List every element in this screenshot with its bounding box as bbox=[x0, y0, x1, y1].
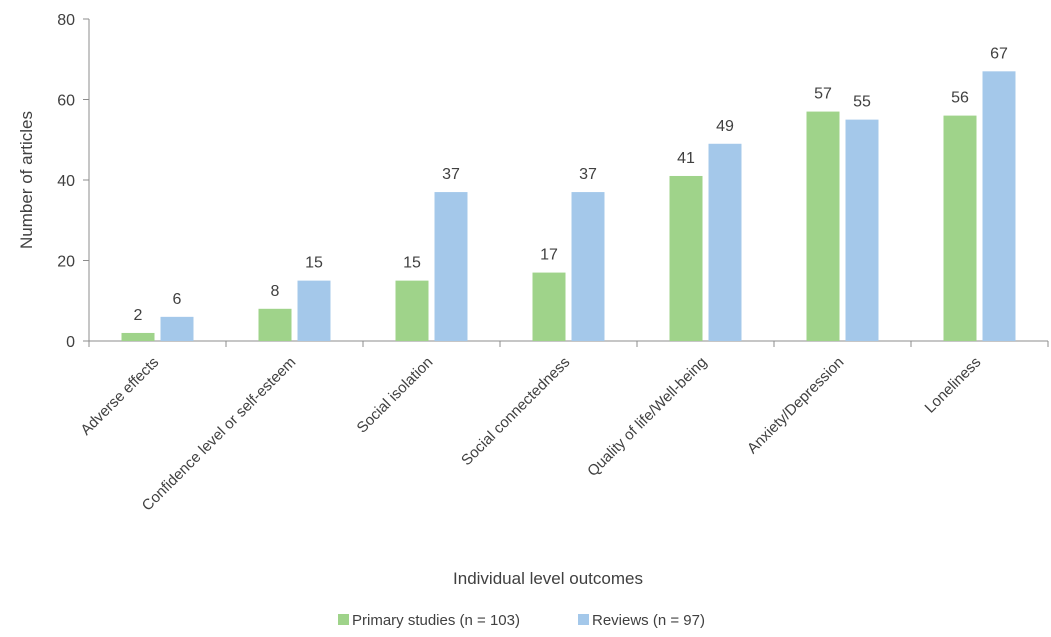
y-tick-label: 0 bbox=[66, 334, 75, 351]
bar-primary-studies bbox=[258, 308, 292, 341]
y-tick-label: 40 bbox=[57, 173, 75, 190]
data-label: 41 bbox=[677, 150, 695, 167]
bar-primary-studies bbox=[532, 272, 566, 341]
legend-swatch-primary-studies bbox=[338, 614, 349, 625]
data-label: 6 bbox=[173, 291, 182, 308]
bar-primary-studies bbox=[943, 115, 977, 341]
data-label: 37 bbox=[442, 166, 460, 183]
data-label: 17 bbox=[540, 247, 558, 264]
data-label: 56 bbox=[951, 90, 969, 107]
data-label: 15 bbox=[403, 255, 421, 272]
bar-reviews bbox=[571, 192, 605, 341]
x-tick-label: Anxiety/Depression bbox=[744, 354, 847, 457]
data-label: 67 bbox=[990, 45, 1008, 62]
bars bbox=[121, 71, 1016, 341]
data-label: 37 bbox=[579, 166, 597, 183]
bar-primary-studies bbox=[669, 175, 703, 341]
bar-primary-studies bbox=[806, 111, 840, 341]
data-label: 2 bbox=[134, 307, 143, 324]
y-axis-title: Number of articles bbox=[17, 111, 36, 249]
x-tick-label: Confidence level or self-esteem bbox=[139, 354, 300, 515]
y-tick-label: 60 bbox=[57, 93, 75, 110]
x-tick-label: Quality of life/Well-being bbox=[584, 354, 710, 480]
bar-reviews bbox=[160, 316, 194, 341]
x-tick-label: Social connectedness bbox=[458, 354, 573, 469]
x-axis-title: Individual level outcomes bbox=[453, 569, 643, 588]
bar-reviews bbox=[434, 192, 468, 341]
y-tick-label: 20 bbox=[57, 254, 75, 271]
bar-reviews bbox=[297, 280, 331, 341]
x-tick-label: Loneliness bbox=[922, 354, 985, 417]
data-label: 8 bbox=[271, 283, 280, 300]
bar-primary-studies bbox=[121, 332, 155, 341]
data-label: 49 bbox=[716, 118, 734, 135]
legend-label-primary-studies: Primary studies (n = 103) bbox=[352, 612, 520, 629]
y-tick-label: 80 bbox=[57, 12, 75, 29]
bar-primary-studies bbox=[395, 280, 429, 341]
y-axis: 0 20 40 60 80 bbox=[57, 12, 90, 351]
data-labels: 2 6 8 15 15 37 17 37 41 49 57 55 56 67 bbox=[134, 45, 1008, 324]
data-label: 57 bbox=[814, 86, 832, 103]
data-label: 15 bbox=[305, 255, 323, 272]
legend: Primary studies (n = 103) Reviews (n = 97… bbox=[338, 612, 705, 629]
legend-swatch-reviews bbox=[578, 614, 589, 625]
bar-reviews bbox=[845, 119, 879, 341]
x-tick-label: Social isolation bbox=[354, 354, 437, 437]
data-label: 55 bbox=[853, 94, 871, 111]
legend-label-reviews: Reviews (n = 97) bbox=[592, 612, 705, 629]
x-tick-label: Adverse effects bbox=[77, 354, 162, 439]
x-axis bbox=[88, 340, 1049, 347]
bar-reviews bbox=[708, 143, 742, 341]
bar-reviews bbox=[982, 71, 1016, 341]
